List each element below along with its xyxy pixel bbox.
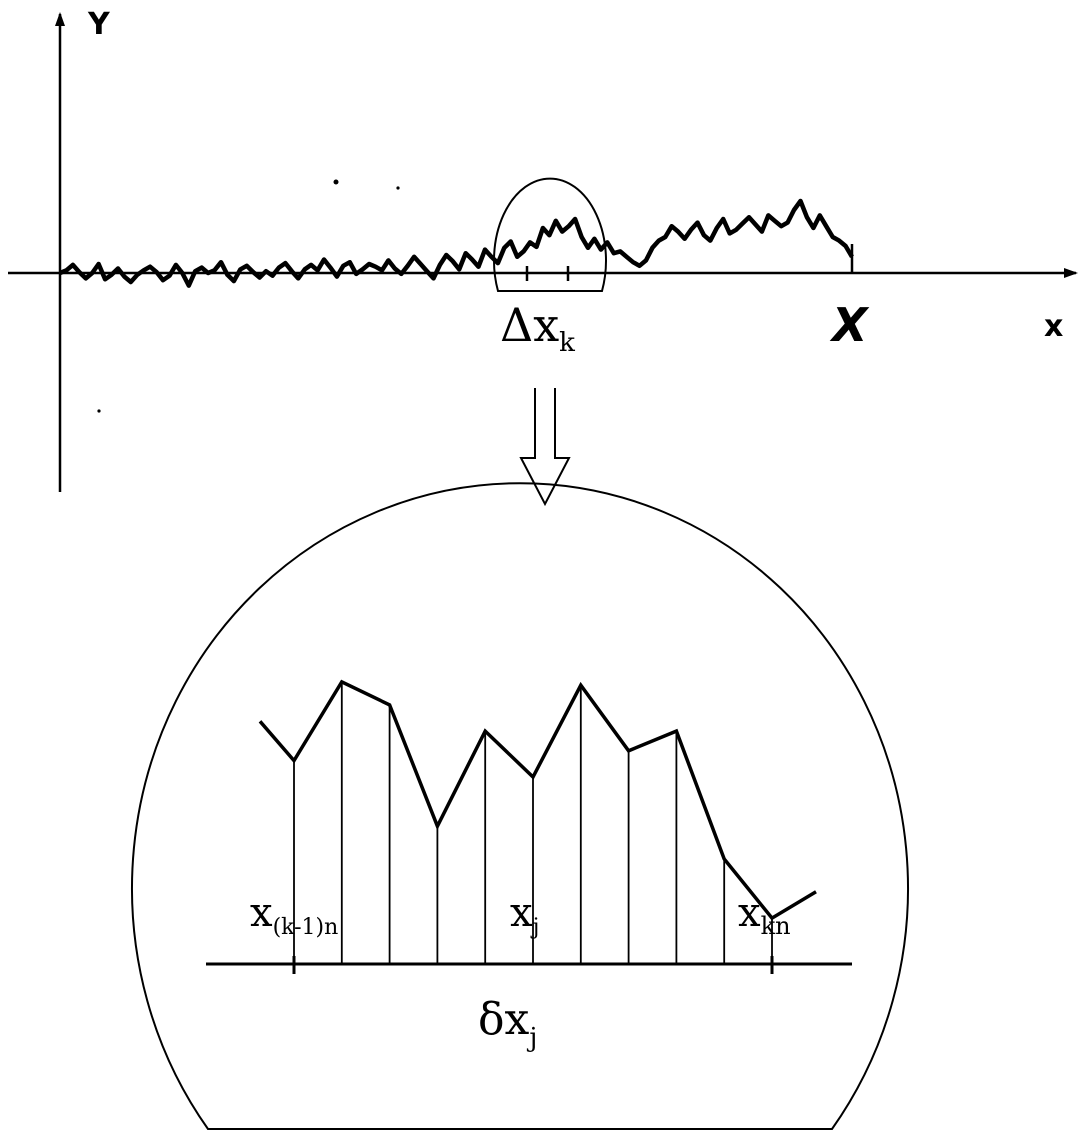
- magnifier-outline: [493, 177, 607, 292]
- y-axis-label: Y: [87, 7, 111, 42]
- x-axis-label: x: [1044, 309, 1063, 344]
- scan-speck: [396, 186, 400, 190]
- end-marker-label: X: [829, 298, 870, 352]
- label-x-k-1-n: x(k-1)n: [250, 890, 338, 940]
- zoom-lens-outline: [131, 482, 909, 1130]
- zoom-sample-stems: [293, 681, 773, 964]
- label-x-kn: xkn: [738, 890, 791, 940]
- zoom-profile-polyline: [258, 679, 817, 921]
- profile-curve: [59, 198, 854, 288]
- scan-speck: [97, 409, 101, 413]
- zoom-arrow: [519, 388, 571, 507]
- label-delta-x-j: δxj: [478, 994, 537, 1053]
- interval-label: Δxk: [500, 298, 575, 358]
- scan-speck: [333, 179, 339, 185]
- label-x-j: xj: [510, 890, 539, 940]
